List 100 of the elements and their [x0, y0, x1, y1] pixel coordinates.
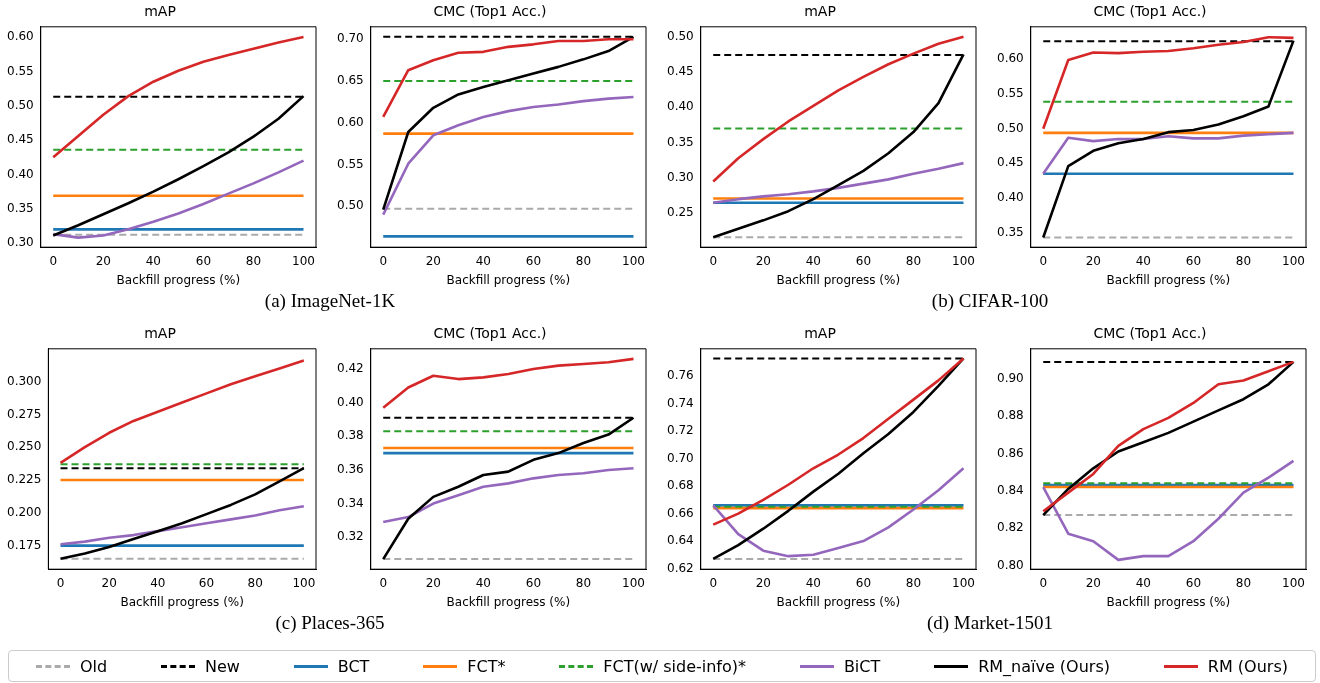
- text: (b) CIFAR-100: [931, 290, 1049, 311]
- x-tick-label: 40: [1135, 575, 1151, 590]
- y-tick-label: 0.40: [7, 166, 34, 181]
- x-tick-label: 100: [622, 253, 645, 268]
- x-tick-label: 0: [379, 253, 388, 268]
- y-tick-label: 0.60: [997, 51, 1024, 66]
- y-tick-label: 0.55: [337, 156, 364, 171]
- chart-title: CMC (Top1 Acc.): [1093, 3, 1207, 20]
- text: (c) Places-365: [275, 612, 385, 633]
- x-tick-label: 60: [1185, 575, 1202, 590]
- y-tick-label: 0.30: [667, 170, 694, 185]
- y-tick-label: 0.45: [667, 64, 694, 79]
- y-tick-label: 0.225: [6, 472, 42, 487]
- x-tick-label: 20: [1085, 253, 1101, 268]
- x-tick-label: 100: [622, 575, 645, 590]
- x-tick-label: 0: [56, 575, 65, 590]
- x-tick-label: 20: [101, 575, 117, 590]
- x-tick-label: 60: [525, 253, 542, 268]
- x-tick-label: 40: [145, 253, 161, 268]
- y-tick-label: 0.55: [997, 86, 1024, 101]
- x-axis-title: Backfill progress (%): [776, 272, 901, 287]
- x-tick-label: 0: [709, 253, 718, 268]
- legend-label: BiCT: [843, 656, 881, 676]
- y-tick-label: 0.72: [667, 423, 694, 438]
- y-tick-label: 0.60: [337, 114, 364, 129]
- x-tick-label: 80: [575, 253, 592, 268]
- y-tick-label: 0.88: [997, 408, 1024, 423]
- x-tick-label: 100: [952, 575, 975, 590]
- y-tick-label: 0.40: [667, 99, 694, 114]
- x-tick-label: 80: [1235, 575, 1252, 590]
- y-tick-label: 0.68: [667, 478, 694, 493]
- chart-title: CMC (Top1 Acc.): [433, 3, 547, 20]
- x-tick-label: 20: [95, 253, 111, 268]
- x-tick-label: 20: [755, 575, 771, 590]
- x-tick-label: 60: [198, 575, 215, 590]
- x-tick-label: 100: [1282, 575, 1305, 590]
- chart-title: mAP: [144, 325, 176, 342]
- x-axis-title: Backfill progress (%): [120, 594, 244, 609]
- y-tick-label: 0.35: [997, 224, 1024, 239]
- x-tick-label: 80: [575, 575, 592, 590]
- y-tick-label: 0.60: [7, 29, 34, 44]
- x-axis-title: Backfill progress (%): [446, 594, 571, 609]
- x-tick-label: 40: [475, 253, 491, 268]
- y-tick-label: 0.40: [337, 394, 364, 409]
- y-tick-label: 0.80: [997, 557, 1024, 572]
- x-tick-label: 0: [49, 253, 58, 268]
- legend-label: FCT(w/ side-info)*: [603, 656, 747, 676]
- x-tick-label: 20: [425, 575, 441, 590]
- legend-label: RM_naïve (Ours): [978, 656, 1110, 676]
- y-tick-label: 0.34: [337, 495, 364, 510]
- y-tick-label: 0.200: [6, 504, 42, 519]
- y-tick-label: 0.45: [7, 132, 34, 147]
- y-tick-label: 0.50: [337, 198, 364, 213]
- legend-label: RM (Ours): [1207, 656, 1288, 676]
- y-tick-label: 0.50: [667, 28, 694, 43]
- y-tick-label: 0.250: [6, 439, 42, 454]
- y-tick-label: 0.38: [337, 428, 364, 443]
- x-tick-label: 80: [245, 253, 262, 268]
- y-tick-label: 0.84: [997, 482, 1024, 497]
- x-axis-title: Backfill progress (%): [1106, 272, 1231, 287]
- x-tick-label: 80: [905, 253, 922, 268]
- text: (a) ImageNet-1K: [264, 290, 396, 311]
- x-tick-label: 60: [855, 575, 872, 590]
- chart-title: CMC (Top1 Acc.): [433, 325, 547, 342]
- x-tick-label: 40: [1135, 253, 1151, 268]
- y-tick-label: 0.62: [667, 560, 694, 575]
- x-tick-label: 60: [525, 575, 542, 590]
- x-axis-title: Backfill progress (%): [446, 272, 571, 287]
- x-tick-label: 0: [379, 575, 388, 590]
- chart-title: mAP: [144, 3, 176, 20]
- legend-label: FCT*: [467, 656, 506, 676]
- x-tick-label: 100: [292, 253, 315, 268]
- x-tick-label: 100: [1282, 253, 1305, 268]
- y-tick-label: 0.50: [7, 97, 34, 112]
- y-tick-label: 0.300: [6, 373, 42, 388]
- y-tick-label: 0.66: [667, 505, 694, 520]
- y-tick-label: 0.74: [667, 395, 694, 410]
- x-tick-label: 100: [952, 253, 975, 268]
- y-tick-label: 0.32: [337, 529, 364, 544]
- y-tick-label: 0.30: [7, 235, 34, 250]
- x-tick-label: 80: [905, 575, 922, 590]
- y-tick-label: 0.86: [997, 445, 1024, 460]
- x-tick-label: 20: [1085, 575, 1101, 590]
- x-tick-label: 60: [1185, 253, 1202, 268]
- y-tick-label: 0.55: [7, 63, 34, 78]
- legend-label: Old: [79, 656, 108, 676]
- chart-title: mAP: [804, 325, 836, 342]
- x-tick-label: 80: [247, 575, 263, 590]
- y-tick-label: 0.40: [997, 190, 1024, 205]
- y-tick-label: 0.45: [997, 155, 1024, 170]
- x-axis-title: Backfill progress (%): [1106, 594, 1231, 609]
- y-tick-label: 0.35: [667, 134, 694, 149]
- y-tick-label: 0.35: [7, 200, 34, 215]
- x-tick-label: 40: [475, 575, 491, 590]
- text: (d) Market-1501: [926, 612, 1054, 633]
- x-tick-label: 0: [709, 575, 718, 590]
- x-tick-label: 0: [1039, 575, 1048, 590]
- x-tick-label: 60: [855, 253, 872, 268]
- y-tick-label: 0.25: [667, 205, 694, 220]
- x-tick-label: 40: [150, 575, 166, 590]
